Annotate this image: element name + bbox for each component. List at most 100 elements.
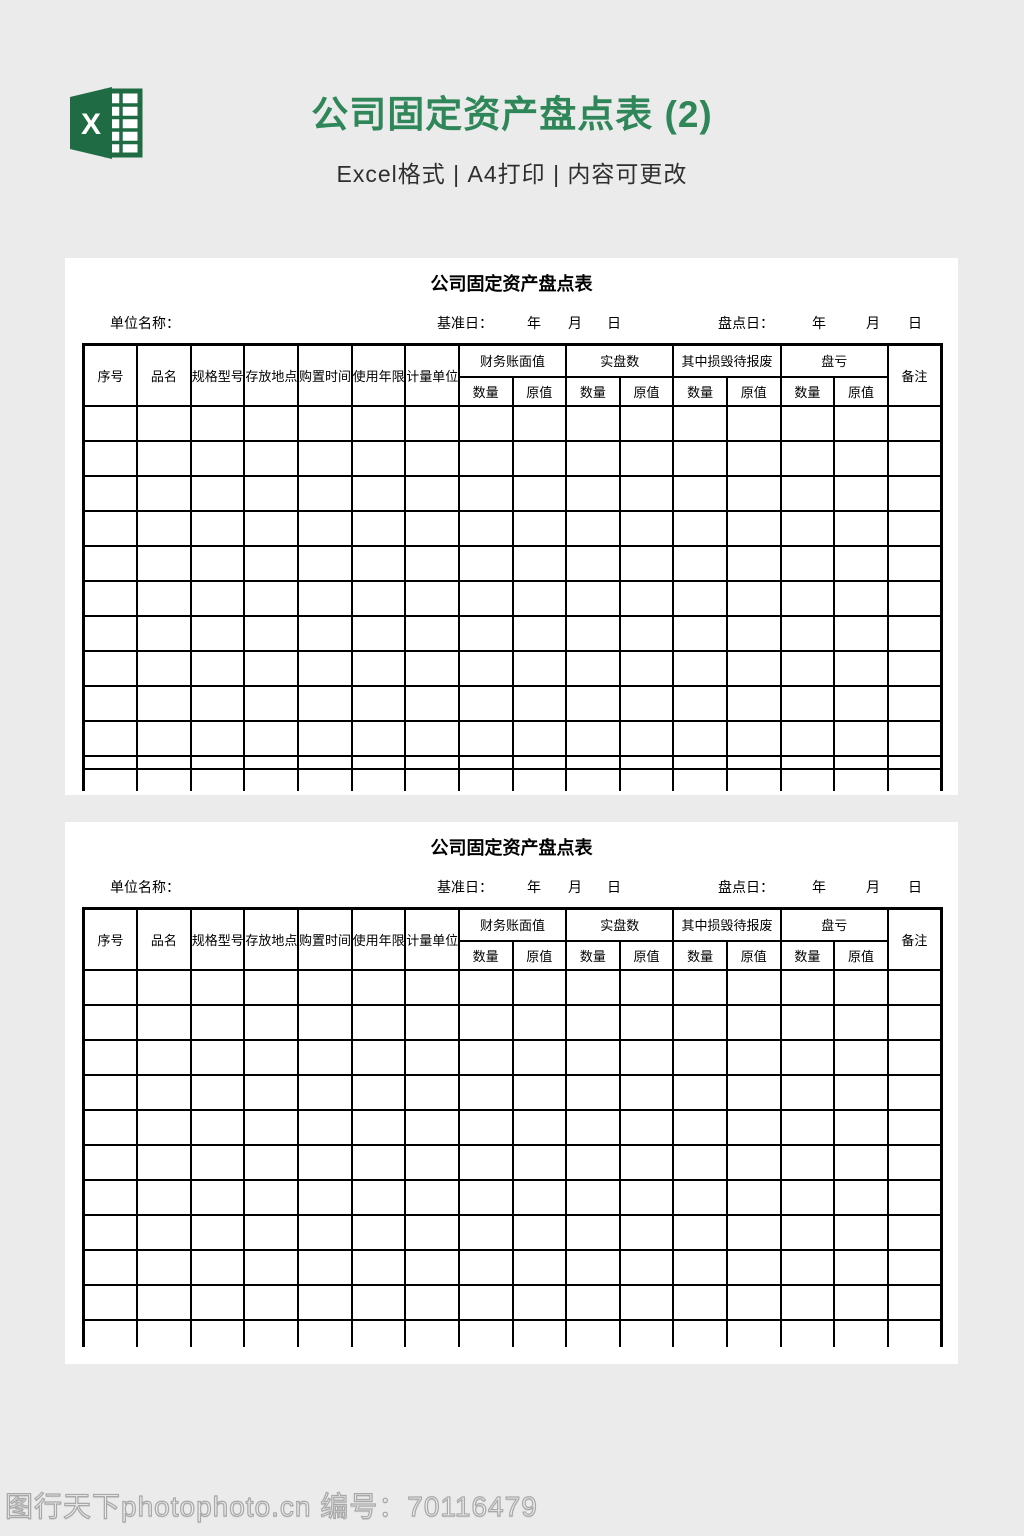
empty-cell [404, 649, 460, 687]
empty-cell [833, 684, 889, 722]
column-header: 备注 [886, 343, 943, 407]
column-group-header: 财务账面值 [457, 343, 568, 378]
empty-cell [672, 579, 728, 617]
empty-cell [350, 754, 407, 770]
table-clip-area: 序号 品名 规格型号 存放地点 购置时间 使用年限 计量单位 财务账面值 实盘数 其中损毁待报废盘… [82, 907, 943, 1347]
table-row [82, 439, 943, 477]
empty-cell [886, 1283, 943, 1321]
empty-cell [726, 1178, 782, 1216]
empty-cell [82, 1038, 139, 1076]
day-label: 日 [607, 317, 621, 332]
empty-cell [726, 719, 782, 757]
empty-cell [297, 579, 353, 617]
empty-cell [136, 754, 192, 770]
empty-cell [511, 1318, 568, 1347]
year-label: 年 [812, 317, 826, 332]
empty-cell [404, 404, 460, 442]
empty-cell [833, 649, 889, 687]
empty-cell [82, 1143, 139, 1181]
empty-cell [833, 1038, 889, 1076]
empty-cell [350, 1178, 407, 1216]
empty-cell [457, 1038, 514, 1076]
empty-cell [672, 1213, 728, 1251]
empty-cell [189, 719, 246, 757]
table-row [82, 719, 943, 757]
empty-cell [726, 754, 782, 770]
empty-cell [726, 1003, 782, 1041]
column-group-header: 盘亏 [779, 907, 889, 942]
empty-cell [297, 649, 353, 687]
empty-cell [833, 719, 889, 757]
table-row [82, 1108, 943, 1146]
empty-cell [511, 649, 568, 687]
empty-cell [136, 1003, 192, 1041]
empty-cell [618, 754, 675, 770]
column-subheader: 数量 [672, 375, 728, 407]
empty-cell [672, 404, 728, 442]
empty-cell [511, 1038, 568, 1076]
empty-cell [243, 439, 299, 477]
empty-cell [404, 1073, 460, 1111]
empty-cell [779, 614, 836, 652]
empty-cell [350, 1038, 407, 1076]
empty-cell [833, 767, 889, 791]
empty-cell [82, 1178, 139, 1216]
sheet-title: 公司固定资产盘点表 [430, 274, 593, 294]
empty-cell [136, 1178, 192, 1216]
empty-cell [350, 1248, 407, 1286]
empty-cell [779, 1073, 836, 1111]
empty-cell [618, 719, 675, 757]
column-subheader: 原值 [726, 375, 782, 407]
svg-text:X: X [81, 108, 101, 141]
empty-cell [404, 509, 460, 547]
table-row [82, 544, 943, 582]
empty-cell [350, 614, 407, 652]
empty-cell [618, 1003, 675, 1041]
empty-cell [82, 1213, 139, 1251]
inventory-date-label: 盘点日： [718, 881, 774, 896]
empty-cell [404, 719, 460, 757]
empty-cell [136, 1143, 192, 1181]
empty-cell [457, 404, 514, 442]
column-subheader: 数量 [457, 375, 514, 407]
empty-cell [243, 614, 299, 652]
column-subheader: 原值 [618, 375, 675, 407]
empty-cell [350, 649, 407, 687]
empty-cell [189, 649, 246, 687]
empty-cell [243, 968, 299, 1006]
column-subheader: 数量 [672, 939, 728, 971]
empty-cell [136, 1318, 192, 1347]
empty-cell [350, 719, 407, 757]
empty-cell [618, 544, 675, 582]
empty-cell [779, 404, 836, 442]
empty-cell [243, 544, 299, 582]
table-row [82, 1283, 943, 1321]
empty-cell [297, 474, 353, 512]
empty-cell [457, 767, 514, 791]
empty-cell [457, 1108, 514, 1146]
empty-cell [565, 719, 621, 757]
empty-cell [82, 579, 139, 617]
table-row [82, 968, 943, 1006]
empty-cell [350, 1073, 407, 1111]
empty-cell [886, 1003, 943, 1041]
empty-cell [672, 1283, 728, 1321]
empty-cell [886, 684, 943, 722]
table-row [82, 1248, 943, 1286]
sheet-preview-page-1: 公司固定资产盘点表 单位名称： 基准日： 年 月 日 盘点日： 年 月 日 序号… [65, 258, 958, 795]
column-header: 存放地点 [243, 907, 299, 971]
column-subheader: 原值 [618, 939, 675, 971]
empty-cell [886, 1213, 943, 1251]
empty-cell [565, 509, 621, 547]
empty-cell [833, 509, 889, 547]
empty-cell [726, 614, 782, 652]
empty-cell [297, 1178, 353, 1216]
empty-cell [350, 579, 407, 617]
empty-cell [511, 474, 568, 512]
empty-cell [404, 1108, 460, 1146]
empty-cell [457, 968, 514, 1006]
empty-cell [189, 614, 246, 652]
empty-cell [833, 544, 889, 582]
empty-cell [886, 1143, 943, 1181]
empty-cell [672, 1003, 728, 1041]
